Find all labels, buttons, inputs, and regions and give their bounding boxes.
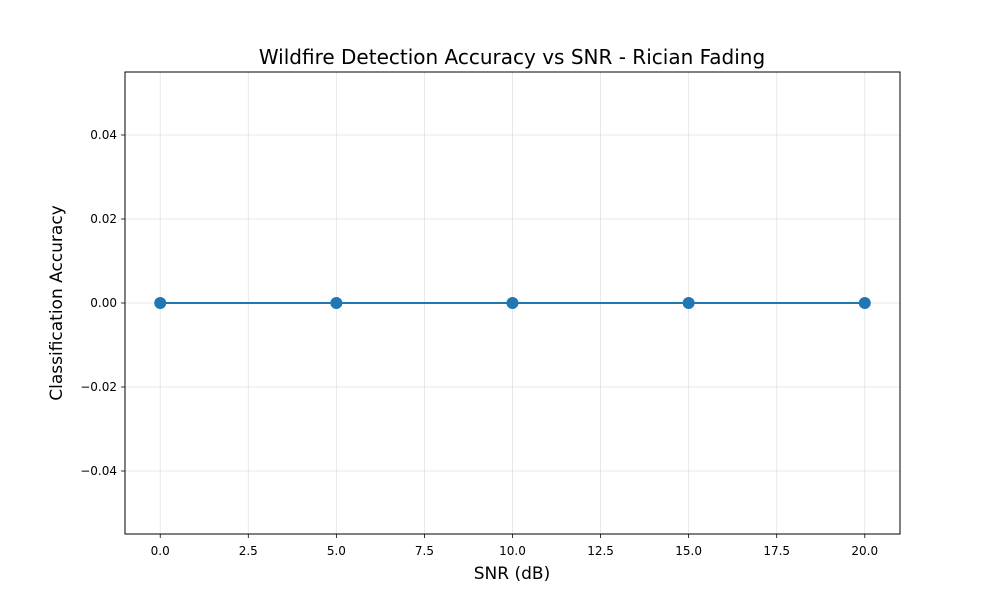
- chart-title: Wildfire Detection Accuracy vs SNR - Ric…: [259, 45, 765, 69]
- x-tick-label: 17.5: [763, 544, 790, 558]
- x-tick-label: 2.5: [239, 544, 258, 558]
- data-point: [154, 297, 167, 309]
- x-tick-label: 0.0: [151, 544, 170, 558]
- x-tick-label: 20.0: [851, 544, 878, 558]
- y-tick-label: −0.02: [80, 380, 117, 394]
- x-tick-label: 5.0: [327, 544, 346, 558]
- x-tick-label: 10.0: [499, 544, 526, 558]
- y-tick-label: 0.04: [90, 128, 117, 142]
- x-axis-ticks: 0.0 2.5 5.0 7.5 10.0 12.5 15.0 17.5 20.0: [151, 534, 878, 558]
- data-point: [682, 297, 695, 309]
- series-layer: [154, 297, 871, 309]
- x-axis-label: SNR (dB): [474, 564, 550, 584]
- data-point: [858, 297, 871, 309]
- y-axis-label: Classification Accuracy: [47, 205, 67, 401]
- x-tick-label: 7.5: [415, 544, 434, 558]
- y-tick-label: −0.04: [80, 464, 117, 478]
- y-tick-label: 0.02: [90, 212, 117, 226]
- data-point: [330, 297, 343, 309]
- x-tick-label: 15.0: [675, 544, 702, 558]
- x-tick-label: 12.5: [587, 544, 614, 558]
- y-axis-ticks: −0.04 −0.02 0.00 0.02 0.04: [80, 128, 125, 478]
- y-tick-label: 0.00: [90, 296, 117, 310]
- data-point: [506, 297, 519, 309]
